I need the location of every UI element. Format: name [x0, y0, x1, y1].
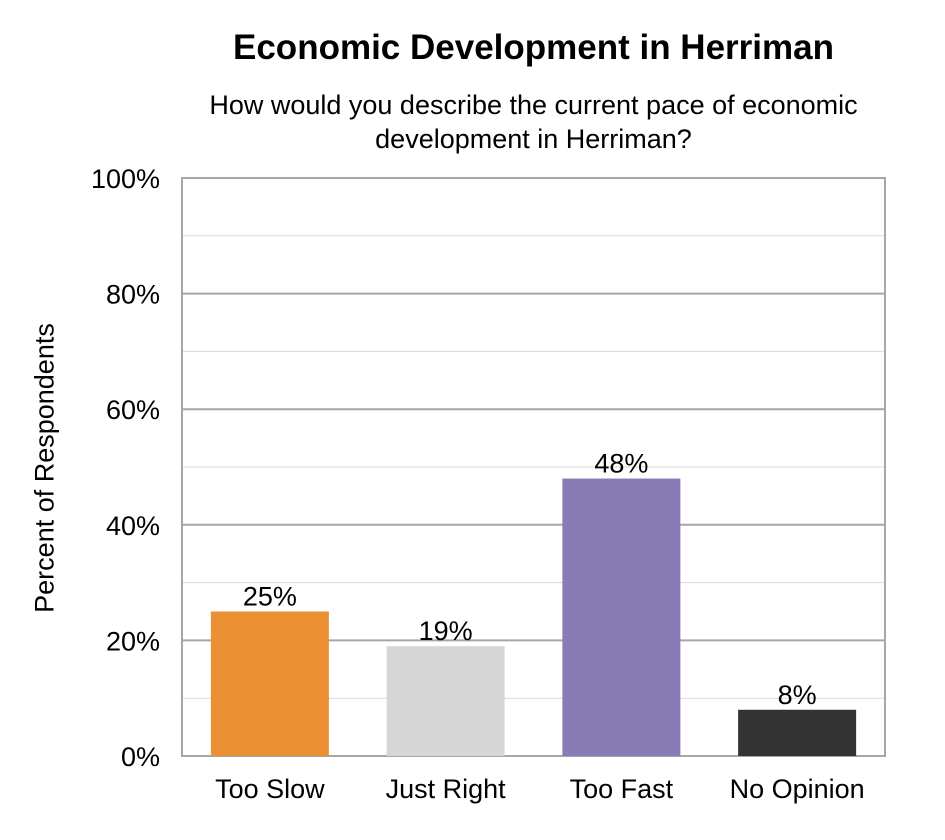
y-tick-label: 20% — [106, 626, 160, 656]
data-label: 25% — [243, 582, 297, 612]
chart-subtitle: How would you describe the current pace … — [209, 90, 858, 154]
bar — [738, 709, 857, 756]
y-tick-label: 100% — [91, 164, 160, 194]
y-tick-label: 60% — [106, 395, 160, 425]
y-tick-label: 0% — [121, 742, 160, 772]
bar — [386, 646, 505, 756]
plot-border — [181, 177, 886, 757]
y-tick-label: 80% — [106, 280, 160, 310]
bar — [210, 611, 329, 756]
x-tick-label: Just Right — [386, 774, 507, 804]
data-label: 8% — [778, 680, 817, 710]
bar — [562, 478, 681, 756]
x-tick-label: Too Slow — [215, 774, 325, 804]
chart-title: Economic Development in Herriman — [233, 28, 834, 67]
x-tick-label: No Opinion — [730, 774, 865, 804]
data-label: 48% — [594, 449, 648, 479]
y-tick-label: 40% — [106, 511, 160, 541]
data-label: 19% — [419, 616, 473, 646]
x-tick-label: Too Fast — [570, 774, 674, 804]
